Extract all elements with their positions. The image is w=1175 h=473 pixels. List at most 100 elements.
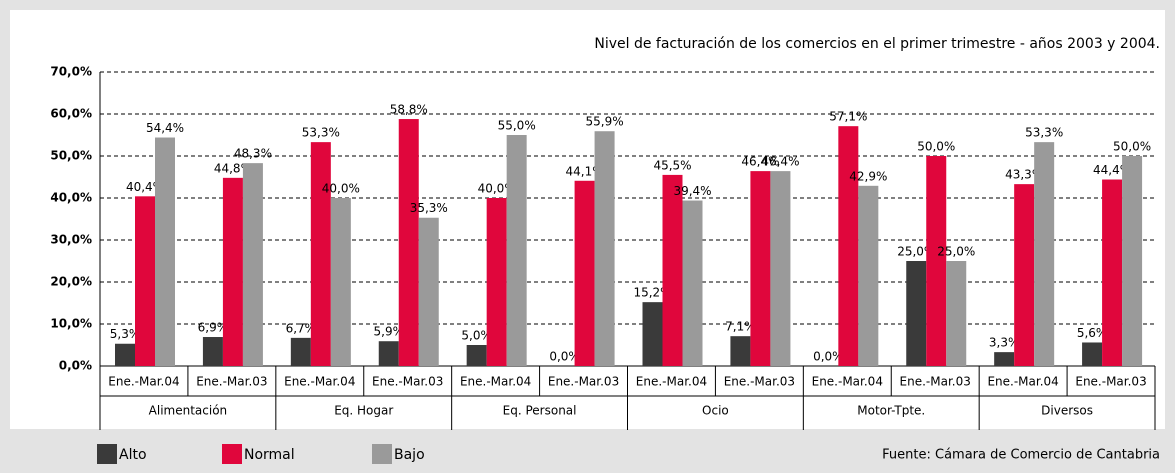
group-label: Ocio xyxy=(702,404,729,418)
bar xyxy=(906,261,927,366)
legend-swatch xyxy=(222,444,242,464)
bar xyxy=(378,341,399,366)
data-label: 0,0% xyxy=(813,350,844,364)
data-label: 50,0% xyxy=(1113,140,1151,154)
data-label: 58,8% xyxy=(390,103,428,117)
y-tick-label: 30,0% xyxy=(50,233,92,247)
bar xyxy=(242,163,263,366)
bar xyxy=(642,302,663,366)
data-label: 53,3% xyxy=(1025,126,1063,140)
y-tick-label: 20,0% xyxy=(50,275,92,289)
data-label: 0,0% xyxy=(549,350,580,364)
data-label: 6,7% xyxy=(286,321,317,335)
data-label: 42,9% xyxy=(849,169,887,183)
bar xyxy=(946,261,967,366)
bar xyxy=(202,337,223,366)
bar xyxy=(594,131,615,366)
data-label: 44,1% xyxy=(566,164,604,178)
bar xyxy=(838,126,859,367)
data-label: 25,0% xyxy=(897,245,935,259)
bar xyxy=(330,198,351,366)
data-label: 3,3% xyxy=(989,336,1020,350)
bar xyxy=(662,174,683,366)
bar xyxy=(466,345,487,366)
bar xyxy=(155,137,175,366)
y-tick-label: 70,0% xyxy=(50,65,92,79)
x-tick-label: Ene.-Mar.04 xyxy=(636,375,707,389)
bar xyxy=(398,119,419,366)
data-label: 40,4% xyxy=(126,180,164,194)
x-tick-label: Ene.-Mar.03 xyxy=(372,375,443,389)
x-tick-label: Ene.-Mar.03 xyxy=(196,375,267,389)
data-label: 46,4% xyxy=(761,155,799,169)
bar xyxy=(1034,142,1055,366)
data-label: 53,3% xyxy=(302,126,340,140)
y-tick-label: 50,0% xyxy=(50,149,92,163)
bar xyxy=(486,198,507,366)
y-tick-label: 60,0% xyxy=(50,107,92,121)
x-tick-label: Ene.-Mar.03 xyxy=(1075,375,1146,389)
x-tick-label: Ene.-Mar.03 xyxy=(900,375,971,389)
x-tick-label: Ene.-Mar.04 xyxy=(108,375,179,389)
data-label: 55,0% xyxy=(498,119,536,133)
bar xyxy=(1122,156,1143,366)
data-label: 15,2% xyxy=(633,286,671,300)
data-label: 46,4% xyxy=(741,155,779,169)
legend-label: Normal xyxy=(244,447,295,463)
legend-swatch xyxy=(97,444,117,464)
data-label: 44,4% xyxy=(1093,163,1131,177)
bar xyxy=(1014,184,1035,366)
x-tick-label: Ene.-Mar.04 xyxy=(284,375,355,389)
data-label: 43,3% xyxy=(1005,168,1043,182)
bar xyxy=(290,337,311,366)
y-tick-label: 0,0% xyxy=(59,359,92,373)
bar xyxy=(1102,179,1123,366)
data-label: 6,9% xyxy=(198,321,229,335)
bar xyxy=(770,171,791,366)
group-label: Eq. Hogar xyxy=(334,404,393,418)
chart-title: Nivel de facturación de los comercios en… xyxy=(594,36,1160,52)
data-label: 5,3% xyxy=(110,327,141,341)
x-tick-label: Ene.-Mar.03 xyxy=(724,375,795,389)
data-label: 35,3% xyxy=(410,201,448,215)
x-tick-label: Ene.-Mar.04 xyxy=(812,375,883,389)
bar xyxy=(222,177,243,366)
data-label: 7,1% xyxy=(725,320,756,334)
legend-label: Alto xyxy=(119,447,147,463)
legend-label: Bajo xyxy=(394,447,425,463)
data-label: 5,0% xyxy=(461,329,492,343)
data-label: 5,6% xyxy=(1077,326,1108,340)
x-tick-label: Ene.-Mar.03 xyxy=(548,375,619,389)
data-label: 25,0% xyxy=(937,245,975,259)
bar xyxy=(1082,342,1103,366)
bar xyxy=(135,196,155,366)
bar xyxy=(682,200,703,366)
data-label: 39,4% xyxy=(673,184,711,198)
bar xyxy=(115,343,135,366)
group-label: Alimentación xyxy=(149,404,228,418)
data-label: 50,0% xyxy=(917,140,955,154)
legend-swatch xyxy=(372,444,392,464)
data-label: 45,5% xyxy=(653,158,691,172)
bar xyxy=(926,156,947,366)
bar xyxy=(750,171,771,366)
bar xyxy=(310,142,331,366)
bar xyxy=(730,336,751,366)
y-tick-label: 10,0% xyxy=(50,317,92,331)
source: Fuente: Cámara de Comercio de Cantabria xyxy=(882,448,1160,463)
data-label: 44,8% xyxy=(214,161,252,175)
data-label: 54,4% xyxy=(146,121,184,135)
data-label: 55,9% xyxy=(586,115,624,129)
bar xyxy=(574,180,595,366)
y-tick-label: 40,0% xyxy=(50,191,92,205)
group-label: Motor-Tpte. xyxy=(857,404,925,418)
group-label: Eq. Personal xyxy=(503,404,577,418)
bar xyxy=(506,135,527,366)
data-label: 48,3% xyxy=(234,147,272,161)
x-tick-label: Ene.-Mar.04 xyxy=(460,375,531,389)
group-label: Diversos xyxy=(1041,404,1093,418)
data-label: 40,0% xyxy=(478,182,516,196)
data-label: 5,9% xyxy=(374,325,405,339)
data-label: 40,0% xyxy=(322,182,360,196)
